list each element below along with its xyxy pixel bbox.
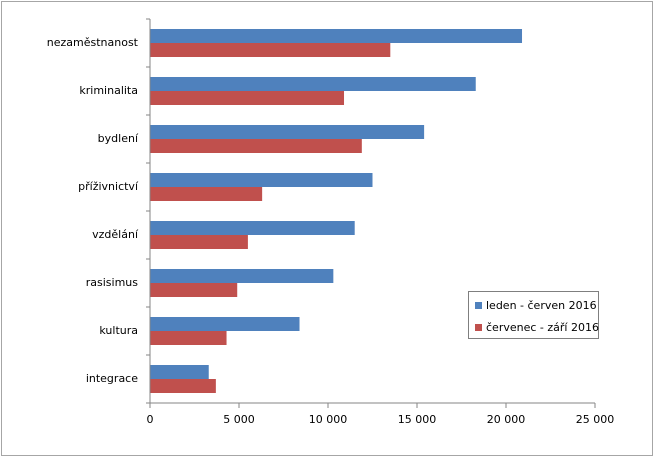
category-label: rasisimus	[86, 276, 139, 289]
legend-entry-series-1: leden - červen 2016	[475, 298, 597, 312]
bar-2-7	[150, 379, 216, 393]
category-label: bydlení	[98, 132, 139, 145]
x-tick-label: 20 000	[487, 413, 526, 426]
x-tick-label: 0	[147, 413, 154, 426]
legend-label-series-1: leden - červen 2016	[486, 298, 597, 312]
category-label: integrace	[86, 372, 138, 385]
bar-1-5	[150, 269, 334, 283]
legend-entry-series-2: červenec - září 2016	[475, 320, 599, 334]
bar-1-2	[150, 125, 425, 139]
bar-1-3	[150, 173, 373, 187]
legend: leden - červen 2016 červenec - září 2016	[468, 291, 599, 339]
bar-2-6	[150, 331, 227, 345]
bar-2-1	[150, 91, 345, 105]
x-tick-label: 5 000	[223, 413, 255, 426]
legend-swatch-series-1	[475, 301, 482, 309]
x-tick-label: 15 000	[398, 413, 437, 426]
x-tick-label: 25 000	[576, 413, 615, 426]
bar-2-5	[150, 283, 238, 297]
category-label: příživnictví	[78, 180, 139, 193]
labels-layer: nezaměstnanost kriminalita bydlení příživni…	[47, 36, 615, 426]
bar-1-7	[150, 365, 209, 379]
bar-2-4	[150, 235, 248, 249]
category-label: vzdělání	[92, 228, 139, 241]
bar-2-0	[150, 43, 391, 57]
legend-swatch-series-2	[475, 323, 482, 331]
legend-label-series-2: červenec - září 2016	[486, 320, 599, 334]
bar-2-2	[150, 139, 362, 153]
category-label: kultura	[99, 324, 138, 337]
bar-1-1	[150, 77, 476, 91]
bar-1-6	[150, 317, 300, 331]
bar-1-4	[150, 221, 355, 235]
bar-2-3	[150, 187, 263, 201]
category-label: kriminalita	[79, 84, 138, 97]
x-tick-label: 10 000	[309, 413, 348, 426]
axes-layer	[146, 18, 596, 408]
bars-layer	[150, 29, 523, 393]
bar-1-0	[150, 29, 523, 43]
category-label: nezaměstnanost	[47, 36, 139, 49]
